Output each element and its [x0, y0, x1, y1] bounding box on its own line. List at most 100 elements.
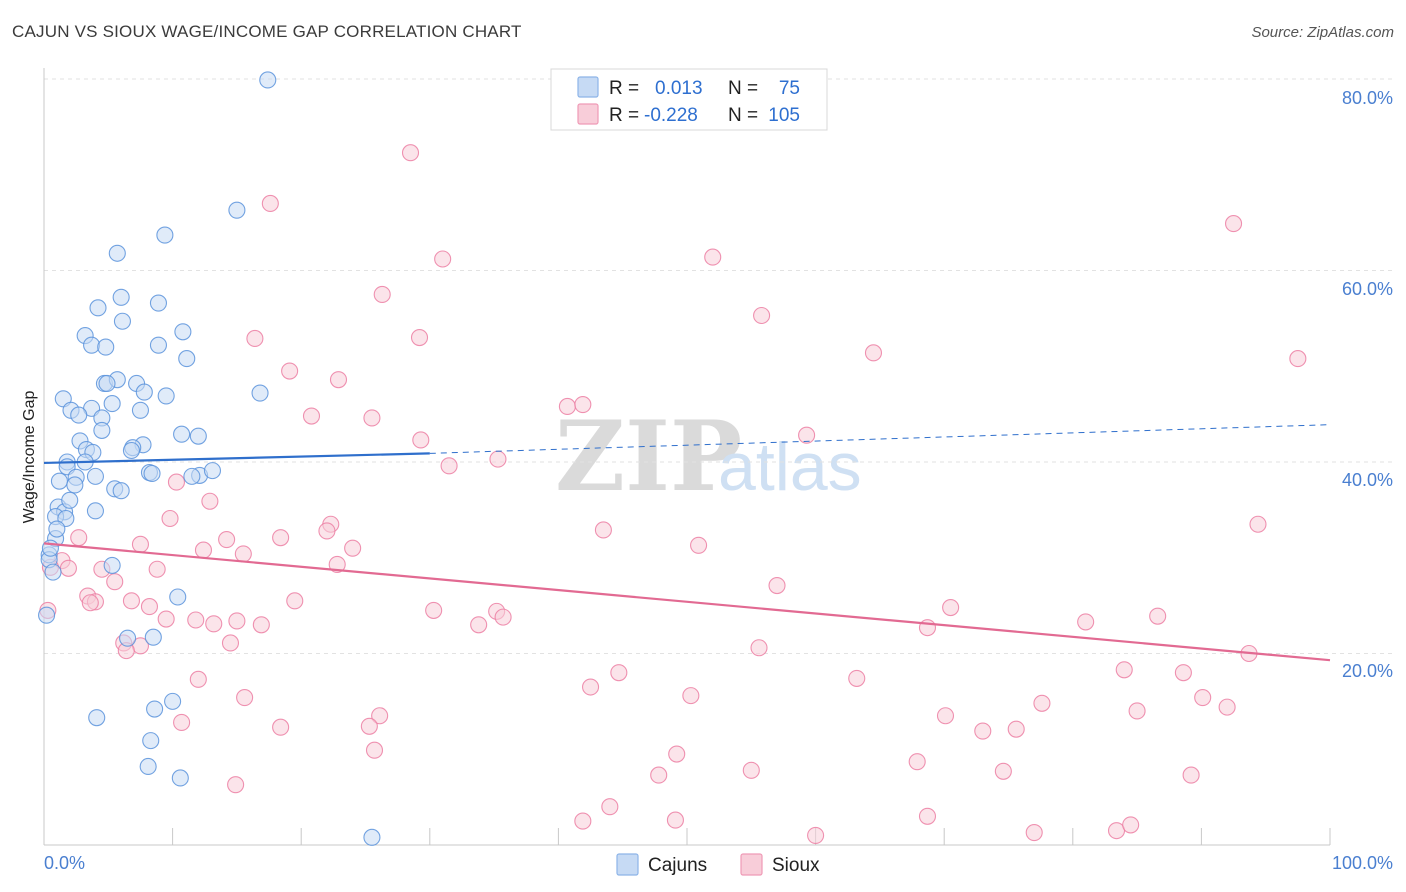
legend-r-value-sioux: -0.228: [644, 105, 698, 126]
point-sioux-95: [650, 766, 668, 784]
y-axis-title: Wage/Income Gap: [21, 391, 38, 524]
point-sioux-3: [704, 248, 722, 266]
watermark-zip: ZIP: [555, 400, 742, 513]
point-sioux-62: [1149, 607, 1167, 625]
correlation-legend: R = 0.013 N = 75 R = -0.228 N = 105: [550, 68, 828, 131]
point-cajuns-45: [50, 472, 68, 490]
point-sioux-50: [425, 601, 443, 619]
point-sioux-40: [148, 560, 166, 578]
point-sioux-17: [798, 426, 816, 444]
trend-line-cajuns-extension: [429, 424, 1331, 454]
point-sioux-98: [666, 811, 684, 829]
point-sioux-66: [750, 639, 768, 657]
point-sioux-52: [228, 612, 246, 630]
point-cajuns-73: [61, 491, 79, 509]
point-cajuns-42: [203, 462, 222, 480]
point-sioux-71: [610, 664, 628, 682]
point-sioux-102: [1122, 816, 1140, 834]
point-sioux-32: [131, 535, 149, 553]
x-tick-label-0: 0.0%: [44, 853, 85, 873]
point-sioux-22: [201, 492, 219, 510]
point-cajuns-7: [113, 312, 131, 330]
series-cajuns: [38, 71, 381, 846]
point-sioux-26: [318, 522, 336, 540]
point-sioux-29: [272, 529, 290, 547]
point-cajuns-63: [146, 700, 164, 718]
point-cajuns-56: [44, 563, 62, 581]
point-sioux-30: [218, 531, 236, 549]
point-sioux-21: [167, 473, 186, 491]
trend-line-cajuns: [43, 452, 430, 465]
point-sioux-1: [261, 194, 279, 213]
bottom-legend-label-cajuns: Cajuns: [648, 855, 707, 876]
legend-swatch-cajuns: [577, 76, 599, 98]
point-sioux-79: [1194, 688, 1212, 707]
source-credit: Source: ZipAtlas.com: [1251, 24, 1394, 41]
point-cajuns-11: [97, 338, 115, 356]
point-sioux-48: [286, 592, 304, 610]
point-sioux-47: [122, 592, 140, 610]
point-cajuns-8: [174, 323, 192, 341]
point-cajuns-10: [83, 336, 101, 354]
point-sioux-9: [864, 344, 883, 362]
point-sioux-14: [574, 395, 592, 414]
point-cajuns-29: [173, 425, 191, 443]
point-cajuns-72: [112, 482, 130, 500]
point-sioux-18: [412, 431, 430, 449]
point-sioux-42: [106, 573, 124, 591]
point-cajuns-5: [112, 288, 130, 306]
point-sioux-19: [440, 457, 458, 475]
point-cajuns-16: [98, 374, 116, 393]
point-sioux-99: [918, 807, 937, 825]
point-cajuns-60: [144, 628, 162, 646]
point-sioux-46: [81, 594, 99, 612]
point-cajuns-66: [171, 769, 189, 787]
point-cajuns-18: [251, 384, 269, 402]
point-sioux-34: [194, 541, 213, 559]
point-cajuns-64: [142, 732, 160, 750]
point-sioux-92: [742, 761, 760, 779]
point-cajuns-30: [189, 427, 207, 445]
point-sioux-37: [328, 555, 346, 574]
point-cajuns-40: [143, 464, 161, 483]
point-sioux-87: [1007, 720, 1025, 738]
point-sioux-38: [59, 559, 77, 577]
point-sioux-58: [205, 615, 223, 633]
point-sioux-5: [373, 285, 391, 303]
point-cajuns-57: [103, 556, 121, 574]
point-sioux-0: [401, 144, 420, 162]
y-tick-label-80: 80.0%: [1342, 88, 1393, 108]
point-sioux-85: [936, 707, 955, 725]
point-cajuns-1: [228, 201, 246, 219]
legend-n-label-cajuns: N =: [728, 78, 758, 99]
point-sioux-100: [1025, 824, 1043, 842]
point-sioux-25: [1249, 515, 1267, 533]
point-cajuns-62: [88, 709, 106, 727]
point-sioux-8: [410, 328, 429, 347]
legend-r-label-cajuns: R =: [609, 78, 639, 99]
legend-n-value-sioux: 105: [768, 105, 800, 126]
trend-lines: [43, 424, 1331, 662]
point-cajuns-46: [66, 476, 84, 494]
y-tick-label-60: 60.0%: [1342, 279, 1393, 299]
bottom-legend-swatch-sioux: [740, 853, 763, 876]
point-sioux-59: [470, 616, 488, 634]
point-cajuns-2: [156, 226, 174, 244]
point-sioux-93: [994, 762, 1012, 780]
point-sioux-2: [434, 250, 452, 268]
point-sioux-20: [489, 450, 507, 468]
point-sioux-55: [494, 608, 512, 626]
trend-line-sioux: [43, 542, 1331, 662]
point-sioux-49: [140, 598, 159, 616]
x-tick-labels: 0.0% 100.0%: [44, 853, 1393, 873]
point-cajuns-20: [135, 383, 153, 401]
point-cajuns-50: [86, 502, 104, 520]
point-sioux-13: [558, 397, 576, 416]
point-sioux-89: [365, 741, 384, 759]
point-cajuns-25: [131, 401, 149, 419]
point-cajuns-74: [183, 467, 201, 485]
chart-title: CAJUN VS SIOUX WAGE/INCOME GAP CORRELATI…: [12, 22, 522, 41]
gridlines: [44, 78, 1393, 654]
y-tick-label-20: 20.0%: [1342, 661, 1393, 681]
point-cajuns-6: [149, 294, 168, 312]
